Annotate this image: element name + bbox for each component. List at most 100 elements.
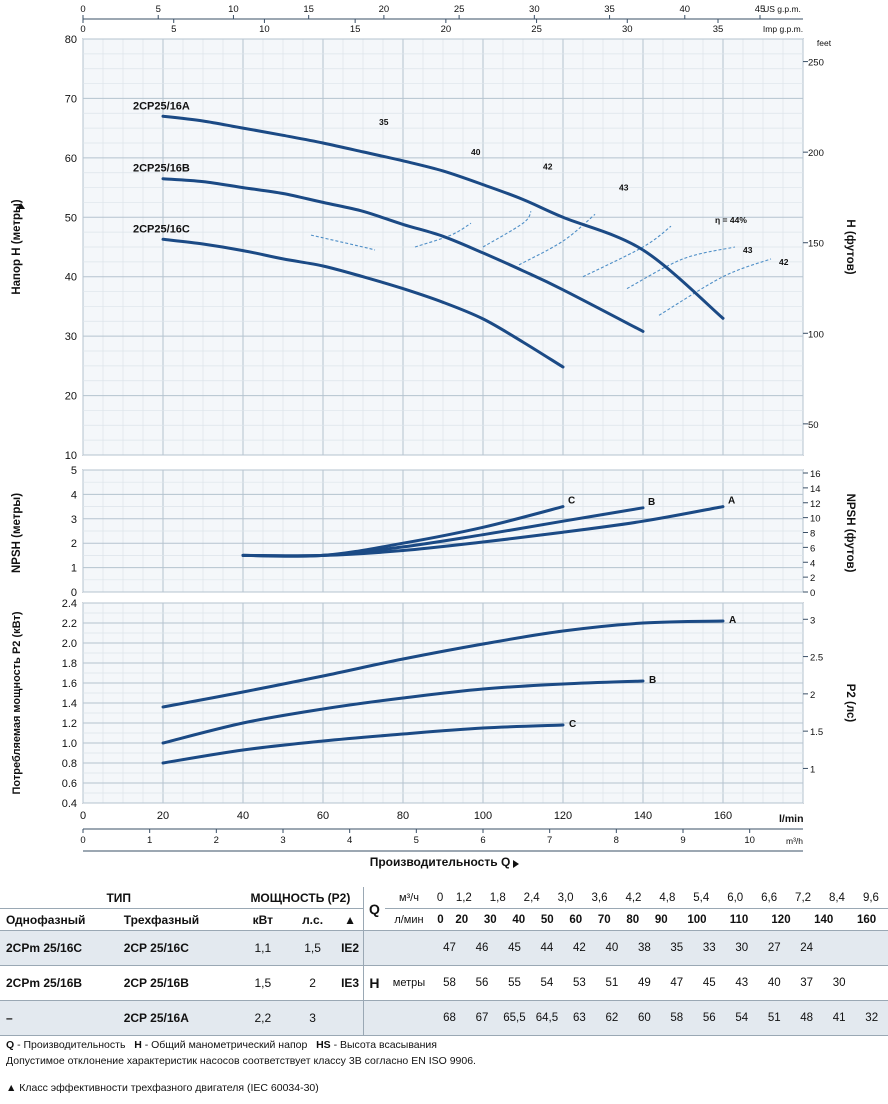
- npsh-y2tick-label: 0: [810, 588, 815, 599]
- power-ytick-label: 1.0: [62, 738, 77, 750]
- footnote-ie: ▲ Класс эффективности трехфазного двигат…: [6, 1082, 319, 1094]
- power-series-label: A: [729, 615, 736, 626]
- lmin-value: 140: [814, 913, 834, 926]
- head-value: 49: [628, 965, 661, 1001]
- head-value: 42: [563, 930, 596, 966]
- x-lmin-tick-label: 60: [317, 810, 329, 822]
- npsh-ytick-label: 0: [71, 587, 77, 599]
- us-gpm-tick-label: 45: [755, 4, 766, 15]
- efficiency-isoline: [658, 258, 772, 316]
- x-m3h-tick-label: 2: [214, 835, 219, 846]
- efficiency-label: η = 44%: [715, 215, 747, 225]
- single-phase-model: –: [0, 1000, 118, 1036]
- npsh-ytick-label: 4: [71, 489, 77, 501]
- us-gpm-tick-label: 10: [228, 4, 239, 15]
- m3h-value: 0: [436, 891, 444, 904]
- us-gpm-tick-label: 15: [303, 4, 314, 15]
- npsh-series-label: B: [648, 497, 655, 508]
- head-value: 45: [498, 930, 531, 966]
- power-ytick-label: 1.2: [62, 718, 77, 730]
- head-value: 30: [822, 965, 856, 1001]
- lmin-value: 80: [626, 913, 640, 926]
- lmin-value: 20: [455, 913, 469, 926]
- npsh-curve-c: [241, 505, 565, 558]
- head-curve-2cp2516c: [161, 237, 565, 369]
- x-m3h-tick-label: 4: [347, 835, 352, 846]
- power-kw: 1,1: [237, 930, 289, 966]
- m3h-value: 4,8: [659, 891, 676, 904]
- head-curve-2cp2516a: [161, 114, 725, 320]
- x-lmin-tick-label: 140: [634, 810, 652, 822]
- m3h-unit: м³/ч: [384, 887, 434, 909]
- power-ytick-label: 1.4: [62, 698, 77, 710]
- head-series-label: 2CP25/16B: [133, 163, 190, 175]
- power-y2tick-label: 3: [810, 615, 815, 626]
- power-header: МОЩНОСТЬ (P2): [237, 887, 364, 909]
- power-ytick-label: 1.6: [62, 678, 77, 690]
- head-value: 47: [660, 965, 694, 1001]
- y-axis-arrow-icon: [17, 203, 25, 209]
- power-ytick-label: 0.6: [62, 778, 77, 790]
- power-curve-b: [161, 679, 645, 745]
- lmin-value: 160: [856, 913, 877, 926]
- efficiency-label: 43: [743, 245, 753, 255]
- x-m3h-unit: m³/h: [786, 836, 803, 846]
- head-value: 64,5: [530, 1000, 564, 1036]
- head-value: 62: [595, 1000, 629, 1036]
- m3h-value: 6,0: [727, 891, 744, 904]
- lmin-value: 30: [483, 913, 497, 926]
- m3h-value: 9,6: [862, 891, 879, 904]
- head-value: 35: [660, 930, 694, 966]
- single-phase-model: 2CPm 25/16C: [0, 930, 118, 966]
- x-m3h-tick-label: 1: [147, 835, 152, 846]
- head-ytick-label: 40: [65, 272, 77, 284]
- x-m3h-tick-label: 6: [480, 835, 485, 846]
- head-value: 43: [725, 965, 758, 1001]
- us-gpm-tick-label: 40: [679, 4, 690, 15]
- h-label-cell: [363, 930, 385, 966]
- head-y2label: H (футов): [844, 219, 856, 274]
- head-ylabel: Напор H (метры): [11, 199, 23, 294]
- x-lmin-unit: l/min: [779, 813, 804, 825]
- m3h-value: 3,0: [557, 891, 574, 904]
- h-label-cell: [363, 1000, 385, 1036]
- h-label: H: [369, 975, 380, 991]
- x-axis-title: Производительность Q: [370, 855, 511, 869]
- footnote-legend: Q - Производительность H - Общий маномет…: [6, 1039, 437, 1051]
- power-curve-c: [161, 723, 565, 765]
- head-value: 32: [855, 1000, 888, 1036]
- power-y2tick-label: 1.5: [810, 727, 823, 738]
- us-gpm-tick-label: 0: [80, 4, 85, 15]
- power-y2tick-label: 1: [810, 764, 815, 775]
- m3h-value: 6,6: [761, 891, 778, 904]
- head-value: 67: [465, 1000, 499, 1036]
- x-m3h-tick-label: 3: [280, 835, 285, 846]
- head-value: 54: [725, 1000, 758, 1036]
- q-label: Q: [363, 887, 385, 931]
- three-phase-model: 2CP 25/16B: [117, 965, 238, 1001]
- table-row: –2CP 25/16A 2,2 3 68 67 65,5 64,5 63 62 60 58 56 54 5…: [0, 1000, 888, 1036]
- efficiency-isoline: [582, 225, 672, 278]
- imp-gpm-unit: Imp g.p.m.: [763, 24, 803, 34]
- head-value: 46: [465, 930, 499, 966]
- x-m3h-tick-label: 5: [414, 835, 419, 846]
- head-value: 56: [465, 965, 499, 1001]
- power-kw: 2,2: [237, 1000, 289, 1036]
- head-value: 38: [628, 930, 661, 966]
- efficiency-isoline: [414, 222, 472, 248]
- h-unit-cell: [384, 930, 434, 966]
- ie-triangle: ▲: [336, 908, 364, 931]
- type-header: ТИП: [0, 887, 238, 909]
- h-unit-cell: [384, 1000, 434, 1036]
- efficiency-label: 43: [619, 183, 629, 193]
- ie-class: IE3: [336, 965, 364, 1001]
- footnote-tolerance: Допустимое отклонение характеристик насо…: [6, 1055, 476, 1067]
- head-value: 65,5: [498, 1000, 531, 1036]
- npsh-ylabel: NPSH (метры): [11, 493, 23, 573]
- three-phase-header: Трехфазный: [117, 908, 238, 931]
- head-value: 54: [530, 965, 564, 1001]
- head-ytick-label: 10: [65, 450, 77, 462]
- power-ytick-label: 2.2: [62, 618, 77, 630]
